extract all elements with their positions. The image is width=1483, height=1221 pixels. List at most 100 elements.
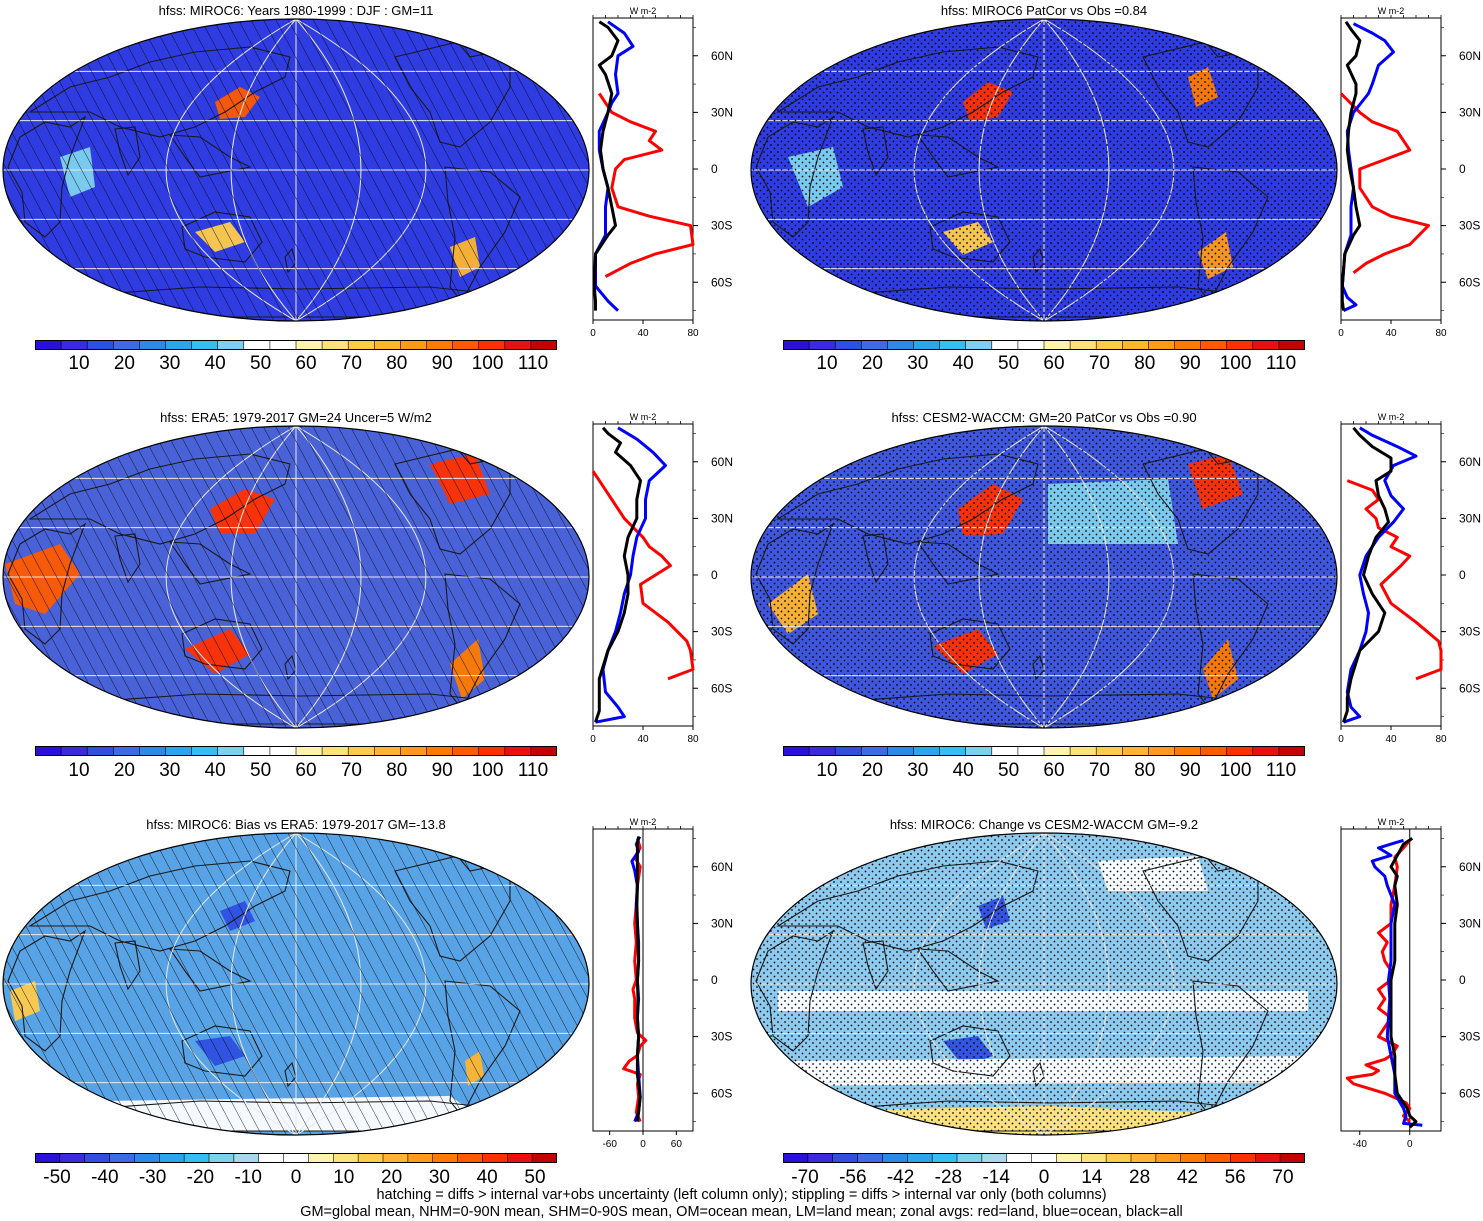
map-plot bbox=[750, 832, 1338, 1136]
colorbar-segment bbox=[1226, 746, 1254, 756]
colorbar-tick-label: 20 bbox=[861, 353, 883, 374]
lat-tick-label: 60N bbox=[1459, 860, 1481, 874]
map-outline bbox=[2, 832, 590, 1136]
colorbar-tick-label: -50 bbox=[43, 1167, 71, 1188]
colorbar-tick-label: 70 bbox=[340, 760, 362, 781]
colorbar-frame bbox=[35, 340, 557, 350]
colorbar-tick-label: -70 bbox=[791, 1167, 819, 1188]
map-plot bbox=[2, 832, 590, 1136]
map-plot bbox=[2, 18, 590, 322]
colorbar-segment bbox=[432, 1153, 459, 1163]
colorbar-tick-label: 10 bbox=[816, 353, 838, 374]
x-tick-label: 0 bbox=[590, 734, 596, 745]
colorbar-segment bbox=[35, 1153, 61, 1163]
colorbar-tick-label: 50 bbox=[998, 353, 1020, 374]
zonal-land-line bbox=[591, 470, 695, 681]
lat-tick-label: 30S bbox=[711, 1030, 732, 1044]
lat-tick-label: 0 bbox=[711, 973, 718, 987]
colorbar-segment bbox=[809, 746, 836, 756]
zonal-units-label: W m-2 bbox=[1378, 6, 1405, 16]
colorbar-tick-label: 80 bbox=[386, 353, 408, 374]
colorbar bbox=[783, 1153, 1305, 1163]
colorbar-segment bbox=[507, 1153, 533, 1163]
colorbar-segment bbox=[482, 1153, 508, 1163]
colorbar-segment bbox=[939, 746, 967, 756]
zonal-units-label: W m-2 bbox=[1378, 817, 1405, 827]
map-outline bbox=[750, 832, 1338, 1136]
colorbar-tick-label: 60 bbox=[1043, 760, 1065, 781]
colorbar-segment bbox=[333, 1153, 359, 1163]
colorbar-segment bbox=[882, 1153, 908, 1163]
lat-tick-label: 30N bbox=[1459, 916, 1481, 930]
colorbar-tick-label: 60 bbox=[1043, 353, 1065, 374]
colorbar-tick-label: 30 bbox=[159, 760, 181, 781]
colorbar-segment bbox=[1226, 340, 1254, 350]
zonal-mean-plot: W m-2 60N 30N 0 30S 60S -40 0 bbox=[1340, 817, 1481, 1150]
colorbar-tick-label: 50 bbox=[250, 353, 272, 374]
colorbar-tick-label: 20 bbox=[113, 353, 135, 374]
colorbar-segment bbox=[1106, 1153, 1132, 1163]
colorbar-tick-label: 10 bbox=[68, 353, 90, 374]
map-outline bbox=[750, 18, 1338, 322]
colorbar-segment bbox=[1017, 340, 1045, 350]
colorbar-segment bbox=[374, 340, 401, 350]
colorbar-tick-label: 30 bbox=[428, 1167, 450, 1188]
zonal-land-line bbox=[1339, 92, 1430, 274]
colorbar-segment bbox=[861, 340, 888, 350]
zonal-mean-plot: W m-2 60N 30N 0 30S 60S 0 40 80 bbox=[1338, 412, 1481, 745]
colorbar-segment bbox=[1252, 746, 1280, 756]
colorbar-segment bbox=[1278, 340, 1305, 350]
lat-tick-label: 0 bbox=[1459, 568, 1466, 582]
hatching-overlay bbox=[3, 19, 589, 321]
stippling-overlay bbox=[751, 833, 1337, 1135]
zonal-mean-plot: W m-2 60N 30N 0 30S 60S 0 40 80 bbox=[590, 412, 733, 745]
colorbar-tick-label: -10 bbox=[234, 1167, 262, 1188]
colorbar-tick-label: 40 bbox=[952, 353, 974, 374]
colorbar-segment bbox=[939, 340, 967, 350]
colorbar-segment bbox=[478, 746, 506, 756]
x-tick-label: 0 bbox=[1407, 1139, 1413, 1150]
colorbar-tick-label: -56 bbox=[839, 1167, 867, 1188]
zonal-units-label: W m-2 bbox=[630, 412, 657, 422]
zonal-units-label: W m-2 bbox=[630, 817, 657, 827]
lat-tick-label: 60N bbox=[711, 860, 733, 874]
lat-tick-label: 60N bbox=[711, 455, 733, 469]
colorbar-segment bbox=[1006, 1153, 1033, 1163]
colorbar-tick-label: 50 bbox=[250, 760, 272, 781]
colorbar-segment bbox=[965, 340, 993, 350]
zonal-mean-plot: W m-2 60N 30N 0 30S 60S -60 0 60 bbox=[592, 817, 733, 1150]
colorbar-segment bbox=[139, 746, 166, 756]
zonal-all-line bbox=[1389, 837, 1418, 1129]
map-plot bbox=[750, 425, 1338, 729]
colorbar-segment bbox=[358, 1153, 384, 1163]
zonal-frame bbox=[592, 17, 694, 321]
zonal-mean-plot: W m-2 60N 30N 0 30S 60S 0 40 80 bbox=[590, 6, 733, 339]
colorbar-tick-label: 20 bbox=[861, 760, 883, 781]
x-tick-label: -40 bbox=[1353, 1139, 1368, 1150]
colorbar-segment bbox=[887, 340, 914, 350]
lat-tick-label: 60S bbox=[1459, 275, 1480, 289]
colorbar-frame bbox=[783, 746, 1305, 756]
colorbar-segment bbox=[84, 1153, 111, 1163]
colorbar-segment bbox=[243, 746, 271, 756]
colorbar-segment bbox=[283, 1153, 309, 1163]
zonal-all-line bbox=[592, 20, 620, 311]
colorbar-segment bbox=[308, 1153, 334, 1163]
map-plot bbox=[750, 18, 1338, 322]
colorbar-tick-label: 70 bbox=[1272, 1167, 1294, 1188]
colorbar-segment bbox=[809, 340, 836, 350]
colorbar-segment bbox=[407, 1153, 434, 1163]
zonal-all-line bbox=[1342, 426, 1393, 723]
colorbar-segment bbox=[1174, 340, 1202, 350]
colorbar-segment bbox=[322, 746, 349, 756]
colorbar-segment bbox=[139, 340, 166, 350]
x-tick-label: 40 bbox=[637, 328, 649, 339]
colorbar bbox=[35, 1153, 557, 1163]
colorbar bbox=[783, 746, 1305, 756]
colorbar-tick-label: 110 bbox=[517, 760, 549, 781]
colorbar-tick-label: 100 bbox=[1219, 353, 1252, 374]
colorbar bbox=[35, 746, 557, 756]
zonal-all-line bbox=[594, 426, 642, 723]
map-outline bbox=[2, 18, 590, 322]
colorbar-segment bbox=[835, 340, 862, 350]
